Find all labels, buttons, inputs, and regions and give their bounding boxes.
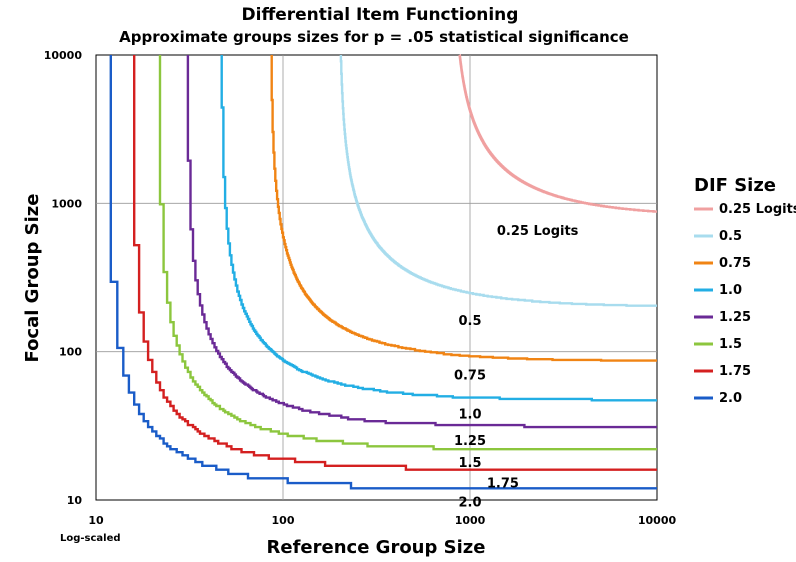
curve-label: 1.5 — [458, 456, 481, 471]
series-lines — [109, 54, 657, 490]
legend-label: 0.75 — [719, 256, 751, 271]
legend-title: DIF Size — [694, 175, 776, 196]
curve-label: 1.0 — [458, 407, 481, 422]
plot-area: 0.25 Logits 0.5 0.75 1.0 1.25 1.5 1.75 2.0 — [95, 54, 658, 510]
chart-title: Differential Item Functioning — [242, 5, 519, 25]
y-tick-label: 1000 — [51, 197, 82, 210]
y-tick-label: 100 — [59, 346, 82, 359]
chart-subtitle: Approximate groups sizes for p = .05 sta… — [119, 28, 629, 46]
y-axis-ticks: 10 100 1000 10000 — [44, 49, 83, 507]
series-line — [270, 55, 657, 362]
log-scale-note: Log-scaled — [60, 533, 121, 544]
x-axis-ticks: 10 100 1000 10000 — [88, 514, 676, 527]
series-line — [133, 55, 657, 471]
legend-label: 1.75 — [719, 364, 751, 379]
legend-label: 1.0 — [719, 283, 742, 298]
curve-label: 1.25 — [454, 434, 486, 449]
x-tick-label: 10000 — [638, 514, 677, 527]
legend-label: 1.5 — [719, 337, 742, 352]
x-tick-label: 10 — [88, 514, 104, 527]
x-axis-label: Reference Group Size — [267, 537, 486, 558]
plot-frame — [95, 54, 658, 501]
y-tick-label: 10000 — [44, 49, 83, 62]
series-line — [458, 54, 657, 213]
series-line — [220, 55, 657, 402]
curve-label: 0.5 — [458, 314, 481, 329]
series-line — [158, 55, 657, 451]
y-tick-label: 10 — [67, 494, 83, 507]
curve-label: 0.25 Logits — [497, 224, 579, 239]
x-tick-label: 1000 — [455, 514, 486, 527]
legend-label: 1.25 — [719, 310, 751, 325]
legend-label: 2.0 — [719, 391, 742, 406]
legend: DIF Size 0.25 Logits 0.5 0.75 1.0 1.25 1.5 1.7… — [694, 175, 796, 406]
curve-label: 1.75 — [487, 477, 519, 492]
curve-label: 2.0 — [458, 495, 481, 510]
legend-entries: 0.25 Logits 0.5 0.75 1.0 1.25 1.5 1.75 2.0 — [694, 202, 796, 406]
legend-label: 0.25 Logits — [719, 202, 796, 217]
series-line — [109, 55, 657, 490]
x-tick-label: 100 — [272, 514, 295, 527]
curve-labels: 0.25 Logits 0.5 0.75 1.0 1.25 1.5 1.75 2.0 — [454, 224, 579, 510]
series-line — [339, 55, 657, 307]
series-line — [186, 55, 657, 429]
legend-label: 0.5 — [719, 229, 742, 244]
curve-label: 0.75 — [454, 368, 486, 383]
y-axis-label: Focal Group Size — [22, 194, 43, 363]
